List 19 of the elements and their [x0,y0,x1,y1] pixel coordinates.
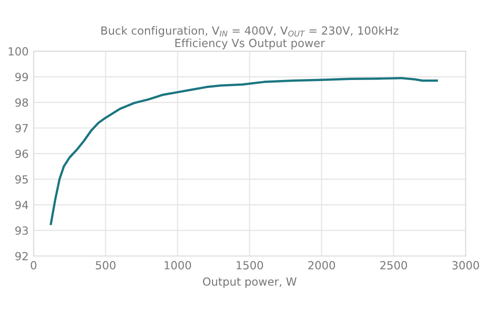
x-axis-title: Output power, W [202,277,296,288]
y-tick-label: 100 [8,47,28,56]
x-tick-label: 3000 [452,261,479,270]
x-tick-label: 500 [96,261,116,270]
x-tick-label: 1000 [164,261,191,270]
x-tick-label: 2500 [380,261,407,270]
y-tick-label: 96 [15,150,28,158]
x-tick-label: 2000 [308,261,335,270]
y-tick-label: 99 [15,72,28,82]
y-tick-label: 92 [15,252,28,260]
y-tick-label: 94 [15,200,28,210]
y-tick-label: 97 [15,124,28,132]
x-tick-label: 0 [30,261,36,270]
y-tick-label: 98 [15,98,28,107]
y-tick-label: 95 [15,175,28,184]
chart-title: Buck configuration, V$_{IN}$ = 400V, V$_{OUT}$ = 230V, 100kHz Efficiency Vs Output power [101,26,398,50]
line-series [50,76,438,226]
y-tick-label: 93 [15,226,28,235]
x-tick-label: 1500 [236,261,263,270]
